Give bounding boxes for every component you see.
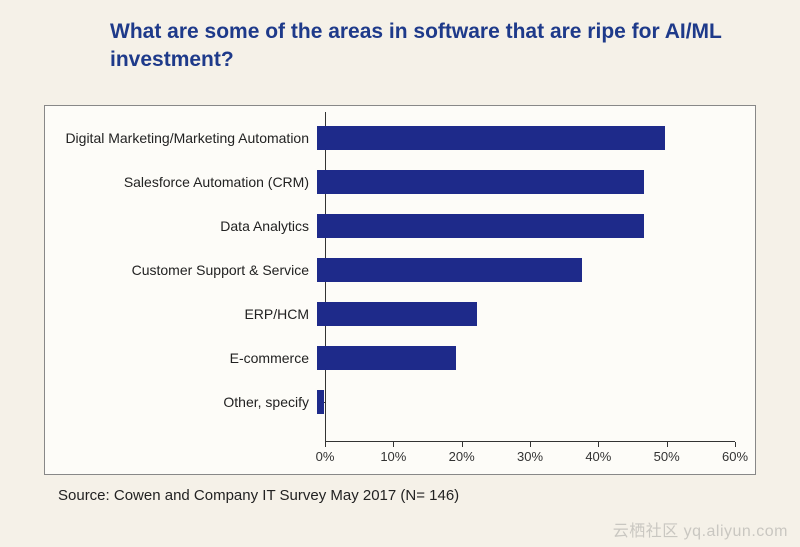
bar-row: Customer Support & Service: [45, 248, 755, 292]
x-tick-mark: [393, 442, 394, 447]
bar-label: Digital Marketing/Marketing Automation: [45, 130, 317, 146]
bar-row: E-commerce: [45, 336, 755, 380]
chart-area: Digital Marketing/Marketing Automation Sa…: [44, 105, 756, 475]
bar-label: Data Analytics: [45, 218, 317, 234]
bar-container: [317, 302, 735, 326]
bar: [317, 214, 644, 238]
chart-wrapper: Digital Marketing/Marketing Automation Sa…: [44, 105, 756, 504]
bar-container: [317, 126, 735, 150]
bar-container: [317, 390, 735, 414]
bar: [317, 258, 582, 282]
x-tick-label: 10%: [380, 449, 406, 464]
bar-container: [317, 214, 735, 238]
bar: [317, 390, 324, 414]
bar-row: Digital Marketing/Marketing Automation: [45, 116, 755, 160]
bar: [317, 170, 644, 194]
bar-row: Other, specify: [45, 380, 755, 424]
bar-row: ERP/HCM: [45, 292, 755, 336]
x-tick-label: 40%: [585, 449, 611, 464]
x-tick-mark: [462, 442, 463, 447]
x-tick-mark: [735, 442, 736, 447]
source-text: Source: Cowen and Company IT Survey May …: [58, 487, 756, 504]
chart-title: What are some of the areas in software t…: [30, 18, 770, 75]
watermark-text: 云栖社区 yq.aliyun.com: [613, 517, 788, 541]
x-tick-label: 30%: [517, 449, 543, 464]
x-tick-mark: [530, 442, 531, 447]
bar-label: ERP/HCM: [45, 306, 317, 322]
x-tick-mark: [667, 442, 668, 447]
bar-label: Customer Support & Service: [45, 262, 317, 278]
bar-container: [317, 258, 735, 282]
bar-container: [317, 170, 735, 194]
bar-label: Other, specify: [45, 394, 317, 410]
bar: [317, 126, 665, 150]
bar-label: Salesforce Automation (CRM): [45, 174, 317, 190]
x-tick-label: 60%: [722, 449, 748, 464]
bar-row: Salesforce Automation (CRM): [45, 160, 755, 204]
bar-label: E-commerce: [45, 350, 317, 366]
bar-container: [317, 346, 735, 370]
x-tick-label: 0%: [316, 449, 335, 464]
bar: [317, 346, 456, 370]
x-tick-mark: [325, 442, 326, 447]
bar-row: Data Analytics: [45, 204, 755, 248]
bar: [317, 302, 477, 326]
x-tick-mark: [598, 442, 599, 447]
x-tick-label: 50%: [654, 449, 680, 464]
x-tick-label: 20%: [449, 449, 475, 464]
